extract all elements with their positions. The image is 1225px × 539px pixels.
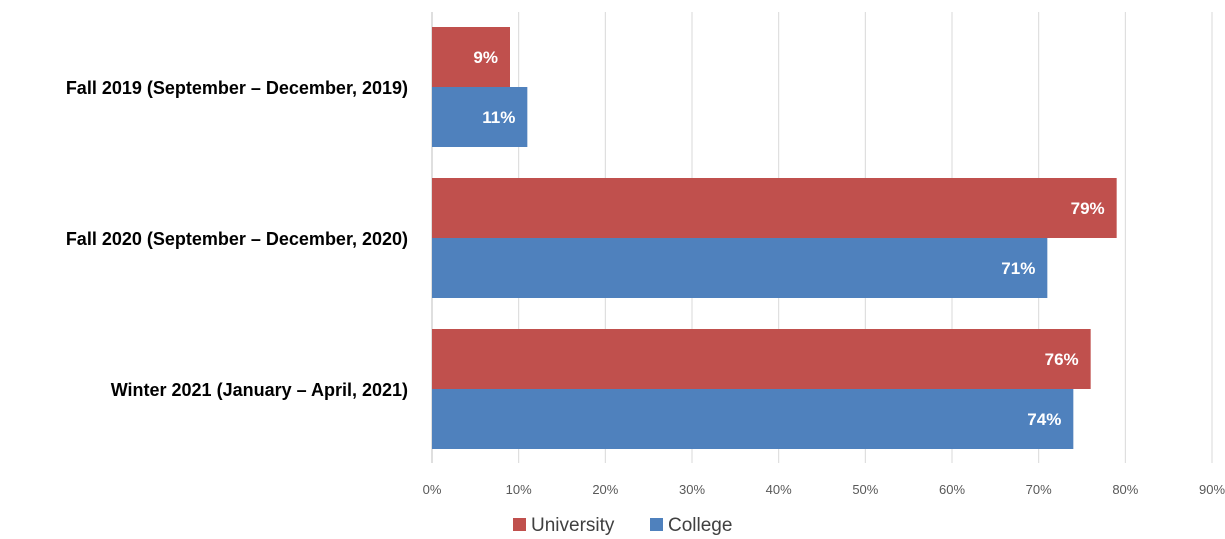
category-label: Winter 2021 (January – April, 2021) (111, 380, 408, 400)
x-tick-label: 80% (1112, 482, 1138, 497)
data-label: 79% (1071, 199, 1105, 218)
legend: University College (513, 515, 732, 536)
bar-university (432, 329, 1091, 389)
data-label: 9% (473, 48, 498, 67)
category-label: Fall 2020 (September – December, 2020) (66, 229, 408, 249)
x-tick-label: 30% (679, 482, 705, 497)
category-labels: Fall 2019 (September – December, 2019) Fa… (66, 78, 408, 400)
bar-university (432, 27, 511, 87)
data-label: 74% (1027, 410, 1061, 429)
data-label: 76% (1045, 350, 1079, 369)
x-tick-label: 70% (1026, 482, 1052, 497)
legend-label: University (531, 515, 615, 536)
x-tick-labels: 0% 10% 20% 30% 40% 50% 60% 70% 80% 90% (423, 482, 1225, 497)
x-tick-label: 10% (506, 482, 532, 497)
x-tick-label: 60% (939, 482, 965, 497)
x-tick-label: 20% (592, 482, 618, 497)
x-tick-label: 50% (852, 482, 878, 497)
bar-college (432, 87, 528, 147)
legend-swatch-college (650, 518, 663, 531)
legend-swatch-university (513, 518, 526, 531)
x-tick-label: 0% (423, 482, 442, 497)
bar-college (432, 389, 1074, 449)
bar-university (432, 178, 1117, 238)
x-tick-label: 40% (766, 482, 792, 497)
bars: 9% 11% 79% 71% 76% 74% (432, 27, 1117, 449)
data-label: 71% (1001, 259, 1035, 278)
legend-label: College (668, 515, 732, 536)
bar-college (432, 238, 1048, 298)
x-tick-label: 90% (1199, 482, 1225, 497)
data-label: 11% (482, 108, 515, 127)
category-label: Fall 2019 (September – December, 2019) (66, 78, 408, 98)
